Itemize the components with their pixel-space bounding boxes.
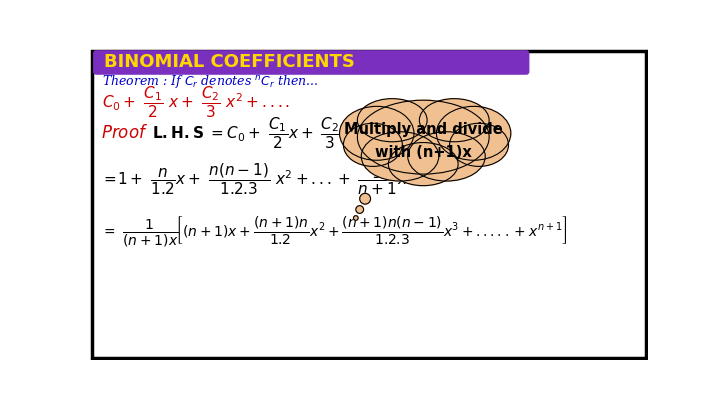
Ellipse shape: [436, 107, 510, 160]
Ellipse shape: [357, 99, 427, 142]
Ellipse shape: [449, 123, 508, 166]
Text: $C_0+\ \dfrac{C_1}{2}\ x+\ \dfrac{C_2}{3}\ x^2+....$: $C_0+\ \dfrac{C_1}{2}\ x+\ \dfrac{C_2}{3…: [102, 85, 290, 120]
Text: Theorem : If $\mathit{C_r}$ denotes $^n\mathit{C_r}$ then...: Theorem : If $\mathit{C_r}$ denotes $^n\…: [102, 73, 318, 90]
Ellipse shape: [419, 99, 489, 142]
Ellipse shape: [343, 123, 402, 166]
Ellipse shape: [357, 100, 489, 174]
Text: $\mathbf{\mathit{Proof}}$: $\mathbf{\mathit{Proof}}$: [101, 124, 148, 142]
Text: BINOMIAL COEFFICIENTS: BINOMIAL COEFFICIENTS: [104, 53, 355, 71]
FancyBboxPatch shape: [93, 50, 529, 75]
Text: $=\ \dfrac{1}{(n+1)x}\!\left[(n+1)x+\dfrac{(n+1)n}{1.2}x^2+\dfrac{(n+1)n(n-1)}{1: $=\ \dfrac{1}{(n+1)x}\!\left[(n+1)x+\dfr…: [101, 214, 567, 248]
Circle shape: [360, 193, 371, 204]
FancyBboxPatch shape: [92, 51, 646, 358]
Ellipse shape: [388, 143, 458, 185]
Ellipse shape: [361, 132, 438, 181]
Ellipse shape: [340, 107, 414, 160]
Text: Multiply and divide
with (n+1)x: Multiply and divide with (n+1)x: [344, 122, 503, 160]
Text: $=\!1+\ \dfrac{n}{1.2}x+\ \dfrac{n(n-1)}{1.2.3}\ x^2+...+\ \dfrac{1}{n+1}x^n$: $=\!1+\ \dfrac{n}{1.2}x+\ \dfrac{n(n-1)}…: [101, 162, 415, 197]
Circle shape: [356, 206, 364, 213]
Circle shape: [354, 216, 358, 220]
Text: $\mathbf{L.H.S}\ =C_0+\ \dfrac{C_1}{2}x+\ \dfrac{C_2}{3}x^2+\cdots+\ \dfrac{n}{n: $\mathbf{L.H.S}\ =C_0+\ \dfrac{C_1}{2}x+…: [152, 115, 473, 151]
Ellipse shape: [408, 132, 485, 181]
